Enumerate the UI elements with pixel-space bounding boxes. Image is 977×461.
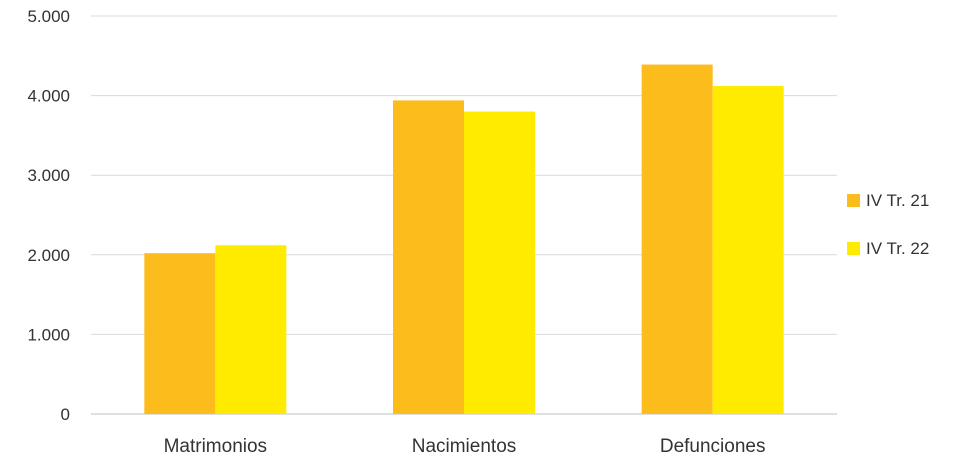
bar-nacimientos-series-1	[393, 100, 464, 414]
y-tick-label: 4.000	[27, 87, 70, 106]
bars	[144, 64, 784, 415]
y-tick-label: 1.000	[27, 325, 70, 344]
bar-defunciones-series-2	[712, 86, 784, 414]
bar-matrimonios-series-2	[215, 245, 287, 414]
bar-matrimonios-series-1	[144, 253, 216, 414]
legend-label: IV Tr. 21	[866, 191, 929, 210]
bar-defunciones-series-1	[641, 64, 713, 414]
bar-nacimientos-series-2	[464, 111, 535, 415]
y-tick-label: 0	[61, 405, 70, 424]
x-category-label: Nacimientos	[412, 436, 517, 456]
axes: 0 1.000 2.000 3.000 4.000 5.000 Matrimonios Nac…	[27, 7, 766, 457]
legend-label: IV Tr. 22	[866, 239, 929, 258]
y-tick-label: 2.000	[27, 246, 70, 265]
y-tick-label: 3.000	[27, 166, 70, 185]
y-tick-label: 5.000	[27, 7, 70, 26]
x-category-label: Matrimonios	[164, 436, 267, 456]
legend-swatch	[847, 242, 860, 255]
legend-swatch	[847, 194, 860, 207]
legend: IV Tr. 21 IV Tr. 22	[847, 191, 929, 258]
x-category-label: Defunciones	[660, 436, 766, 456]
